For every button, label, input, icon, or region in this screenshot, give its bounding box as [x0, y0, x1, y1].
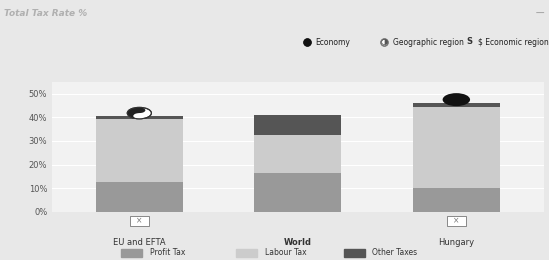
Circle shape: [127, 107, 152, 119]
Text: Other Taxes: Other Taxes: [372, 248, 418, 257]
Bar: [254, 115, 341, 135]
Text: EU and EFTA: EU and EFTA: [113, 238, 166, 247]
Wedge shape: [127, 107, 139, 119]
Bar: [96, 182, 183, 212]
Text: ×: ×: [453, 216, 460, 225]
Bar: [413, 107, 500, 188]
Bar: [96, 119, 183, 182]
Text: Labour Tax: Labour Tax: [265, 248, 306, 257]
Circle shape: [133, 113, 145, 119]
Text: Economy: Economy: [316, 38, 351, 47]
Text: S: S: [467, 37, 472, 46]
Text: Hungary: Hungary: [438, 238, 474, 247]
Text: ◑: ◑: [380, 37, 388, 46]
Text: Geographic region: Geographic region: [393, 38, 463, 47]
Circle shape: [133, 107, 145, 113]
Bar: [254, 135, 341, 173]
Bar: [447, 216, 466, 226]
Bar: [413, 188, 500, 212]
Bar: [121, 249, 142, 257]
Text: Total Tax Rate %: Total Tax Rate %: [4, 9, 88, 18]
Text: $ Economic region: $ Economic region: [478, 38, 548, 47]
Bar: [236, 249, 257, 257]
Bar: [413, 103, 500, 107]
Bar: [344, 249, 365, 257]
Text: Profit Tax: Profit Tax: [149, 248, 185, 257]
Bar: [96, 116, 183, 119]
Bar: [254, 173, 341, 212]
Circle shape: [442, 93, 470, 106]
Text: ×: ×: [136, 216, 143, 225]
Bar: [130, 216, 149, 226]
Text: World: World: [284, 238, 312, 247]
Text: −: −: [535, 7, 545, 20]
